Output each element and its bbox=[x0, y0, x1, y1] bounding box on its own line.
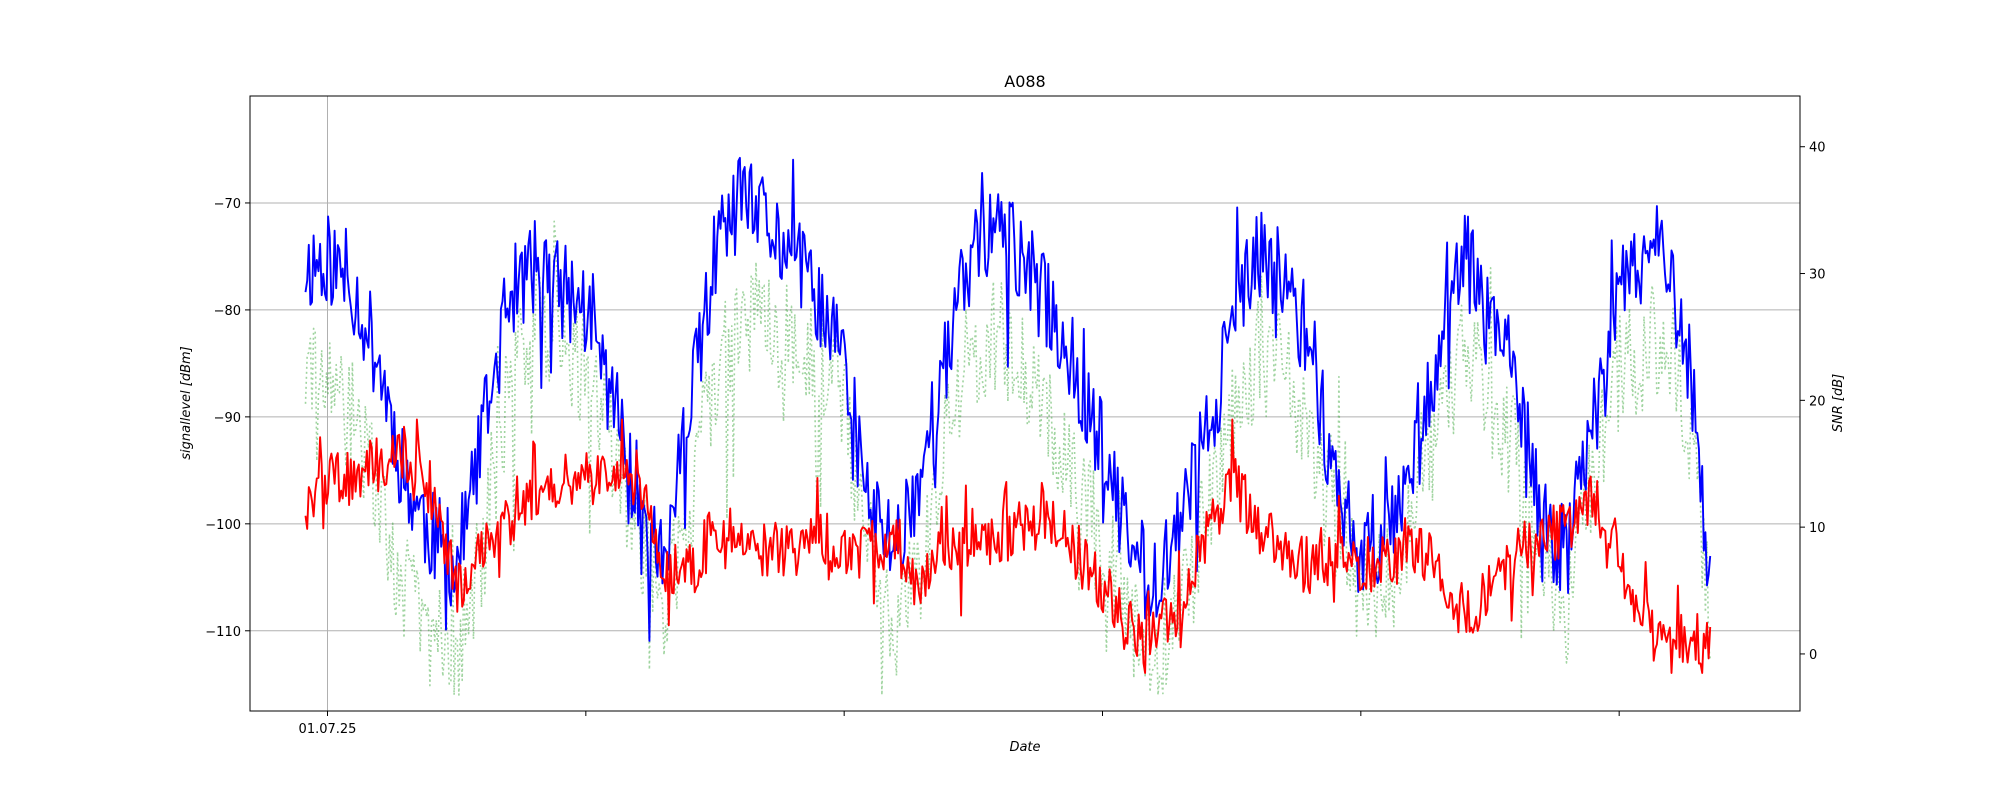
y-axis-label: signallevel [dBm] bbox=[179, 346, 194, 459]
y2-axis-label: SNR [dB] bbox=[1831, 374, 1846, 432]
plot-frame bbox=[249, 95, 1801, 712]
y-tick-label-1: −100 bbox=[205, 518, 241, 533]
tick-layer: −110 −100 −90 −80 −70 0 10 20 30 40 01.07.25 bbox=[205, 141, 1825, 737]
y-tick-label-3: −80 bbox=[214, 304, 241, 319]
y2-tick-label-0: 0 bbox=[1809, 648, 1817, 663]
y-tick-label-0: −110 bbox=[205, 625, 241, 640]
grid-layer bbox=[250, 96, 1800, 711]
y2-tick-label-1: 10 bbox=[1809, 521, 1826, 536]
chart-title: A088 bbox=[1004, 72, 1045, 91]
series-line-SNR bbox=[304, 418, 1712, 674]
y2-tick-label-2: 20 bbox=[1809, 394, 1826, 409]
y2-tick-label-3: 30 bbox=[1809, 268, 1826, 283]
series-layer bbox=[304, 156, 1712, 696]
y-tick-label-2: −90 bbox=[214, 411, 241, 426]
x-tick-label-0: 01.07.25 bbox=[299, 722, 357, 737]
x-axis-label: Date bbox=[1009, 740, 1040, 755]
y-tick-label-4: −70 bbox=[214, 197, 241, 212]
series-line-signallevel-max bbox=[304, 156, 1712, 642]
y2-tick-label-4: 40 bbox=[1809, 141, 1826, 156]
